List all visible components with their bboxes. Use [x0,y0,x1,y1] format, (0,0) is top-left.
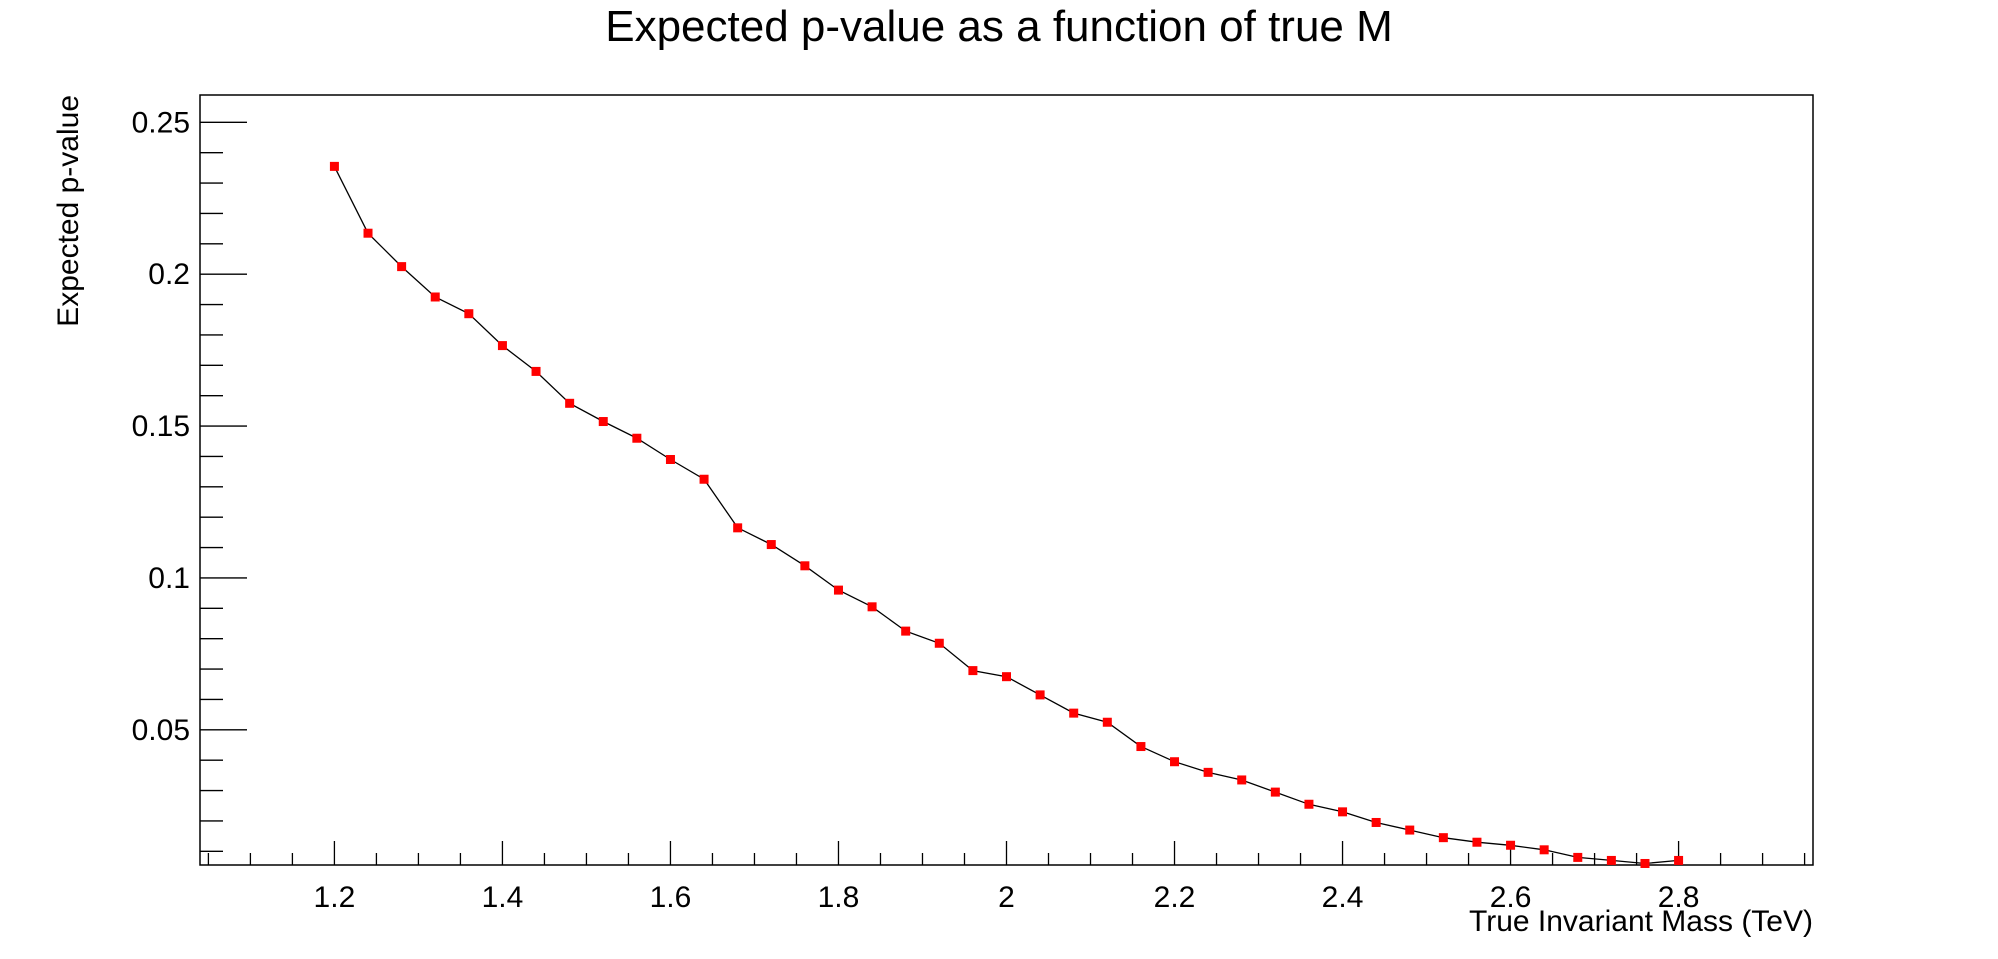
data-point [1002,672,1011,682]
y-tick-label: 0.25 [132,106,190,139]
data-point [901,626,911,636]
x-axis-title: True Invariant Mass (TeV) [1469,905,1813,938]
data-point [800,561,810,571]
data-point [397,262,407,272]
data-point [430,292,440,302]
data-point [1203,767,1213,777]
data-point [1069,708,1079,718]
data-point [1170,757,1180,767]
x-tick-label: 1.8 [818,881,860,914]
data-point [968,666,978,676]
x-tick-label: 2.8 [1658,881,1700,914]
data-point [1102,717,1112,727]
data-point [1405,825,1415,835]
x-tick-label: 1.2 [314,881,356,914]
data-point [1640,858,1650,868]
data-point [733,523,743,533]
x-tick-label: 2.4 [1322,881,1364,914]
data-point [1573,852,1583,862]
data-points [329,161,1684,868]
data-point [1438,833,1448,843]
y-tick-label: 0.15 [132,410,190,443]
data-point [934,638,944,648]
y-axis-ticks [200,121,247,852]
data-point [1237,775,1247,785]
data-point [565,398,575,408]
data-point [1606,855,1616,865]
data-point [699,474,709,484]
x-axis-tick-labels: 1.2 1.4 1.6 1.8 2 2.2 2.4 2.6 2.8 [314,881,1700,914]
data-point [766,540,776,550]
data-point [1270,787,1280,797]
x-tick-label: 2 [998,881,1015,914]
data-point [464,309,474,319]
series-line [333,166,1679,865]
data-point [1304,799,1314,809]
data-point [1035,690,1045,700]
x-tick-label: 2.6 [1490,881,1532,914]
data-point [1506,840,1516,850]
data-point [1539,845,1549,855]
y-axis-tick-labels: 0.05 0.1 0.15 0.2 0.25 [132,106,190,746]
data-point [531,366,541,376]
chart-title: Expected p-value as a function of true M [605,2,1393,51]
plot-frame [199,94,1814,866]
data-point [363,228,373,238]
data-point [833,585,843,595]
y-tick-label: 0.2 [148,258,190,291]
data-point [1371,817,1381,827]
data-point [1136,742,1146,752]
x-tick-label: 1.6 [650,881,692,914]
y-tick-label: 0.05 [132,714,190,747]
data-point [867,602,877,612]
y-axis-title: Expected p-value [52,95,85,327]
data-point [665,454,675,464]
x-tick-label: 2.2 [1154,881,1196,914]
data-point [329,161,339,171]
data-point [1472,837,1482,847]
x-axis-ticks [207,841,1806,865]
y-tick-label: 0.1 [148,562,190,595]
data-point [1674,855,1684,865]
data-point [598,417,608,427]
x-tick-label: 1.4 [482,881,524,914]
data-point [1338,807,1348,817]
data-point [497,341,507,351]
data-point [632,433,642,443]
